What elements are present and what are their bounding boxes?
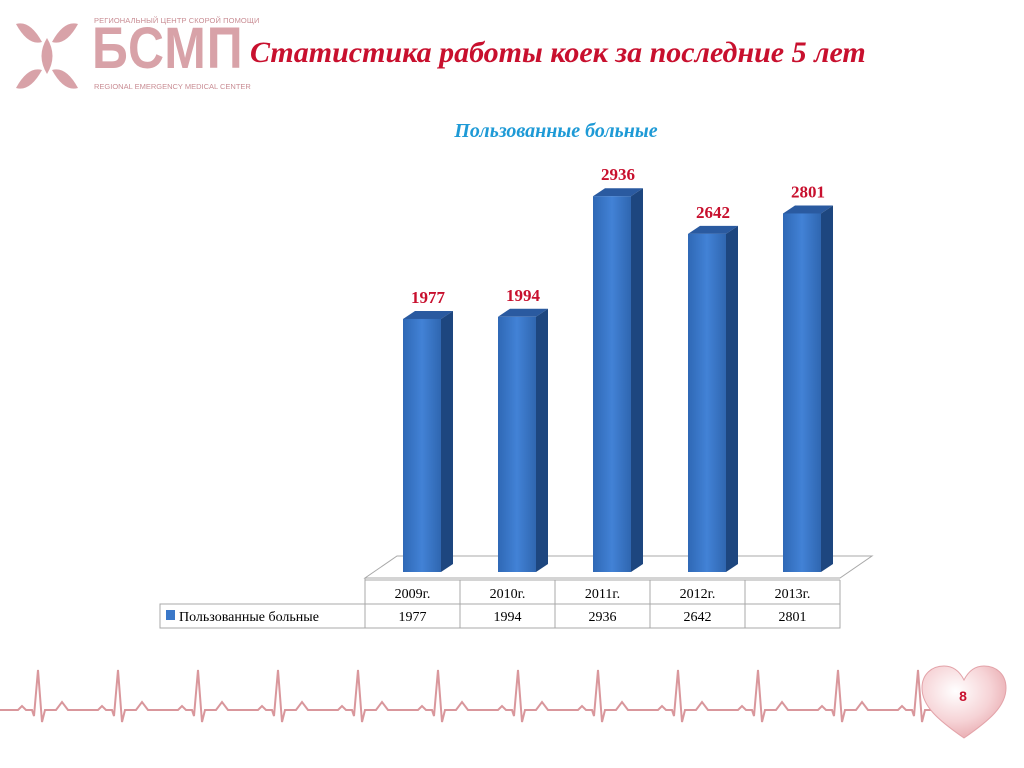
data-label: 2642 xyxy=(696,203,730,222)
table-cell: 2642 xyxy=(684,610,712,625)
data-label: 2936 xyxy=(601,165,635,184)
logo-tagline-top: РЕГИОНАЛЬНЫЙ ЦЕНТР СКОРОЙ ПОМОЩИ xyxy=(94,16,260,25)
table-header-cell: 2010г. xyxy=(490,587,526,602)
data-table: 2009г. 2010г. 2011г. 2012г. 2013г. 1977 1994 29… xyxy=(159,579,841,629)
table-cell: 1994 xyxy=(494,610,522,625)
table-header-cell: 2009г. xyxy=(395,587,431,602)
data-label: 1994 xyxy=(506,286,541,305)
table-header-cell: 2011г. xyxy=(585,587,620,602)
heart-icon xyxy=(921,665,1007,739)
data-label: 1977 xyxy=(411,288,446,307)
bar-2010г. xyxy=(498,308,548,572)
legend-swatch xyxy=(166,610,175,620)
bar-2013г. xyxy=(783,205,833,573)
slide-number: 8 xyxy=(959,688,967,704)
logo-emblem-icon xyxy=(16,23,78,89)
ecg-line-decoration xyxy=(0,669,960,723)
logo-tagline-bottom: REGIONAL EMERGENCY MEDICAL CENTER xyxy=(94,82,251,91)
bar-2011г. xyxy=(593,188,643,572)
logo: РЕГИОНАЛЬНЫЙ ЦЕНТР СКОРОЙ ПОМОЩИ БСМП RE… xyxy=(12,12,259,97)
table-cell: 2936 xyxy=(589,610,617,625)
table-cell: 2801 xyxy=(779,610,807,625)
table-cell: 1977 xyxy=(399,610,427,625)
page-title: Статистика работы коек за последние 5 ле… xyxy=(250,36,866,69)
bar-2009г. xyxy=(403,310,453,572)
table-header-cell: 2013г. xyxy=(775,587,811,602)
logo-name: БСМП xyxy=(92,16,244,81)
table-header-cell: 2012г. xyxy=(680,587,716,602)
data-label: 2801 xyxy=(791,182,825,201)
chart-title: Пользованные больные xyxy=(454,120,658,142)
bar-2012г. xyxy=(688,225,738,572)
table-row-label: Пользованные больные xyxy=(179,610,319,625)
